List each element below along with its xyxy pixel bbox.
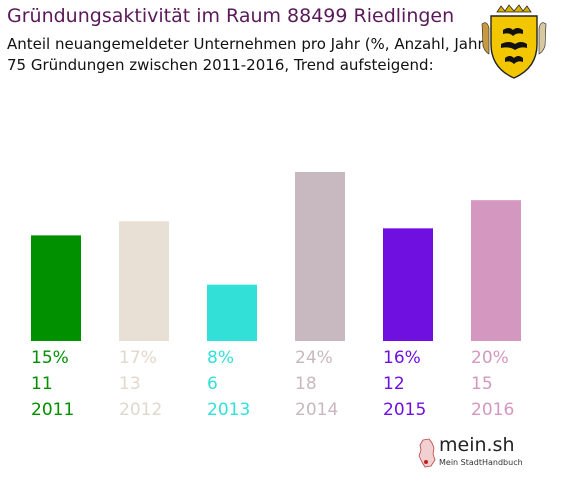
percent-label-2014: 24%: [295, 348, 333, 368]
year-label-2013: 2013: [207, 400, 250, 420]
bar-2011: [31, 235, 81, 341]
chart-title: Gründungsaktivität im Raum 88499 Riedlin…: [7, 5, 455, 27]
brand-logo[interactable]: mein.sh Mein StadtHandbuch: [417, 434, 529, 474]
brand-name: mein.sh: [439, 434, 515, 456]
coat-of-arms-icon: [481, 4, 547, 79]
year-label-2012: 2012: [119, 400, 162, 420]
year-label-2016: 2016: [471, 400, 514, 420]
count-label-2016: 15: [471, 374, 493, 394]
bar-2013: [207, 284, 257, 341]
percent-label-2015: 16%: [383, 348, 421, 368]
chart-subtitle-line2: 75 Gründungen zwischen 2011-2016, Trend …: [7, 56, 434, 74]
bar-2014: [295, 172, 345, 341]
chart-subtitle-line1: Anteil neuangemeldeter Unternehmen pro J…: [7, 35, 490, 53]
count-label-2014: 18: [295, 374, 317, 394]
bar-2012: [119, 221, 169, 341]
year-label-2015: 2015: [383, 400, 426, 420]
percent-label-2016: 20%: [471, 348, 509, 368]
percent-label-2012: 17%: [119, 348, 157, 368]
percent-label-2013: 8%: [207, 348, 234, 368]
percent-label-2011: 15%: [31, 348, 69, 368]
count-label-2012: 13: [119, 374, 141, 394]
count-label-2011: 11: [31, 374, 53, 394]
count-label-2013: 6: [207, 374, 218, 394]
germany-map-icon: [418, 438, 436, 468]
count-label-2015: 12: [383, 374, 405, 394]
brand-tagline: Mein StadtHandbuch: [439, 458, 523, 467]
year-label-2014: 2014: [295, 400, 338, 420]
bar-2016: [471, 200, 521, 341]
year-label-2011: 2011: [31, 400, 74, 420]
bar-2015: [383, 228, 433, 341]
